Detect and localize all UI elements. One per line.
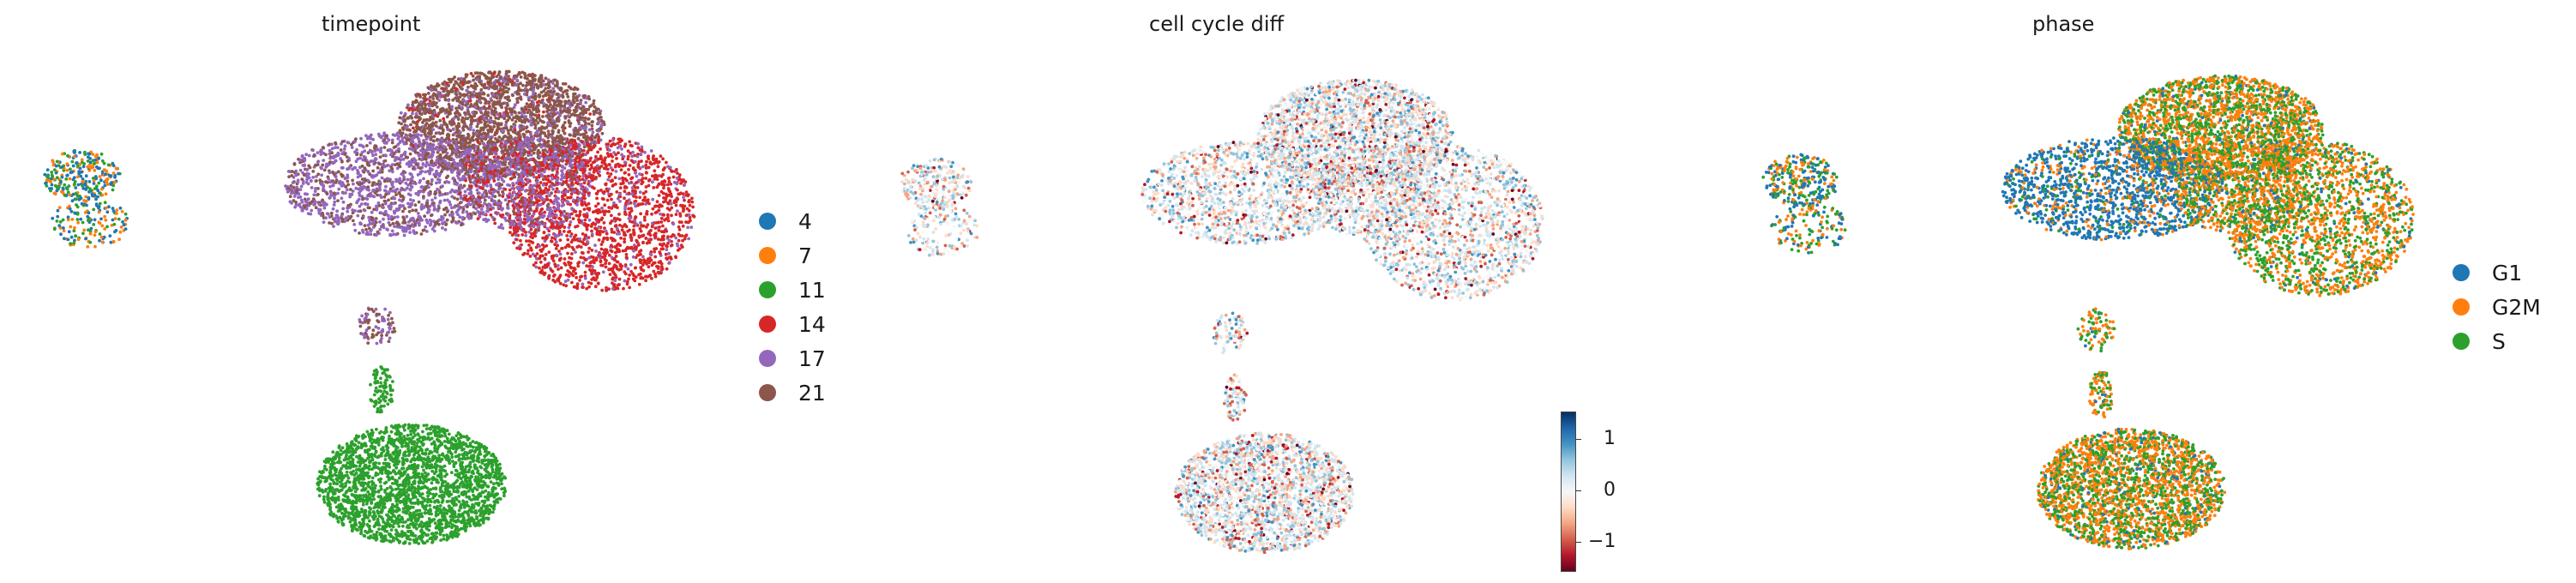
umap-scatter-timepoint bbox=[43, 69, 696, 545]
legend-marker bbox=[759, 281, 776, 298]
legend-label: 14 bbox=[798, 312, 826, 337]
legend-item: G2M bbox=[2453, 290, 2541, 324]
colorbar: 1 0 −1 bbox=[1561, 412, 1664, 574]
colorbar-tick-label: 0 bbox=[1604, 479, 1616, 501]
legend-marker bbox=[759, 247, 776, 264]
legend-timepoint: 4 7 11 14 17 21 bbox=[759, 204, 826, 410]
legend-marker bbox=[2453, 298, 2470, 316]
colorbar-tick-label: 1 bbox=[1604, 428, 1616, 449]
legend-item: 4 bbox=[759, 204, 826, 238]
colorbar-tick-mark bbox=[1575, 490, 1581, 491]
chart-title: cell cycle diff bbox=[1149, 12, 1284, 36]
legend-item: 14 bbox=[759, 307, 826, 341]
umap-scatter-phase bbox=[1761, 74, 2415, 550]
chart-title: phase bbox=[2032, 12, 2094, 36]
colorbar-gradient bbox=[1561, 412, 1576, 572]
legend-marker bbox=[759, 316, 776, 333]
colorbar-tick-label: −1 bbox=[1588, 531, 1616, 552]
panel-cell-cycle-diff: cell cycle diff 1 0 −1 bbox=[858, 0, 1715, 583]
legend-marker bbox=[759, 384, 776, 401]
legend-label: G2M bbox=[2492, 295, 2541, 320]
colorbar-tick-mark bbox=[1575, 542, 1581, 543]
panel-timepoint: timepoint 4 7 11 14 17 21 bbox=[0, 0, 858, 583]
legend-marker bbox=[2453, 333, 2470, 350]
legend-marker bbox=[759, 213, 776, 230]
scatter-points bbox=[900, 78, 1544, 554]
legend-item: S bbox=[2453, 324, 2541, 358]
panel-phase: phase G1 G2M S bbox=[1715, 0, 2576, 583]
legend-item: 7 bbox=[759, 238, 826, 273]
legend-item: 21 bbox=[759, 376, 826, 410]
chart-title: timepoint bbox=[322, 12, 420, 36]
legend-label: 17 bbox=[798, 346, 826, 371]
legend-label: 11 bbox=[798, 278, 826, 303]
scatter-points bbox=[43, 69, 696, 545]
legend-marker bbox=[759, 350, 776, 367]
legend-marker bbox=[2453, 264, 2470, 281]
legend-label: G1 bbox=[2492, 261, 2522, 285]
legend-label: S bbox=[2492, 329, 2506, 354]
legend-item: 11 bbox=[759, 273, 826, 307]
umap-scatter-cell-cycle-diff bbox=[900, 78, 1544, 554]
colorbar-tick-mark bbox=[1575, 439, 1581, 440]
scatter-points bbox=[1761, 74, 2415, 550]
legend-phase: G1 G2M S bbox=[2453, 255, 2541, 358]
legend-label: 7 bbox=[798, 243, 812, 268]
legend-item: 17 bbox=[759, 341, 826, 376]
legend-label: 4 bbox=[798, 209, 812, 234]
legend-label: 21 bbox=[798, 381, 826, 406]
legend-item: G1 bbox=[2453, 255, 2541, 290]
